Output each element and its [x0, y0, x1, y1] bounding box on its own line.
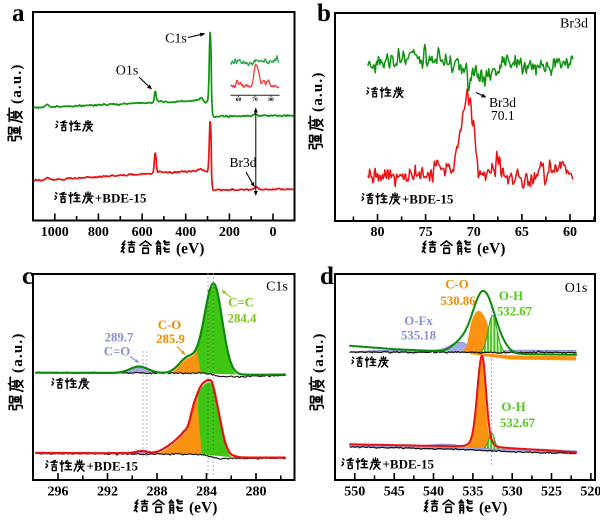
svg-text:60: 60 [236, 97, 242, 103]
svg-text:530: 530 [502, 485, 523, 500]
svg-text:(a.u.): (a.u.) [311, 332, 327, 373]
svg-text:280: 280 [246, 485, 267, 500]
svg-text:284: 284 [196, 485, 217, 500]
svg-text:O1s: O1s [116, 64, 139, 79]
svg-text:80: 80 [268, 97, 274, 103]
svg-text:(eV): (eV) [189, 500, 217, 517]
svg-text:400: 400 [175, 225, 196, 240]
svg-text:C=O: C=O [104, 345, 131, 359]
svg-text:O1s: O1s [565, 281, 588, 296]
svg-text:60: 60 [563, 225, 577, 240]
svg-text:1000: 1000 [41, 225, 69, 240]
svg-text:284.4: 284.4 [228, 312, 257, 326]
svg-text:520: 520 [580, 485, 600, 500]
svg-text:O-Fx: O-Fx [404, 314, 433, 328]
svg-text:550: 550 [344, 485, 365, 500]
svg-text:296: 296 [48, 485, 69, 500]
svg-text:292: 292 [97, 485, 118, 500]
svg-text:200: 200 [219, 225, 240, 240]
svg-text:0: 0 [270, 225, 277, 240]
svg-text:540: 540 [423, 485, 444, 500]
svg-text:525: 525 [541, 485, 562, 500]
svg-text:Br3d: Br3d [230, 155, 257, 170]
svg-text:(eV): (eV) [477, 241, 505, 258]
svg-text:532.67: 532.67 [500, 416, 536, 430]
svg-text:65: 65 [515, 225, 529, 240]
svg-text:C1s: C1s [165, 32, 187, 47]
svg-text:Br3d: Br3d [560, 17, 588, 32]
svg-text:+BDE-15: +BDE-15 [95, 191, 147, 206]
svg-text:+BDE-15: +BDE-15 [402, 192, 454, 207]
svg-text:(a.u.): (a.u.) [310, 71, 326, 112]
svg-text:C-O: C-O [445, 278, 469, 292]
svg-text:C-O: C-O [158, 318, 182, 332]
svg-text:545: 545 [384, 485, 405, 500]
svg-text:b: b [317, 0, 331, 27]
svg-text:(eV): (eV) [176, 241, 204, 258]
svg-text:535: 535 [462, 485, 483, 500]
svg-text:800: 800 [88, 225, 109, 240]
svg-text:285.9: 285.9 [156, 332, 185, 346]
svg-text:C1s: C1s [266, 280, 288, 295]
svg-text:C=C: C=C [228, 296, 254, 310]
svg-text:(a.u.): (a.u.) [9, 63, 25, 104]
svg-text:70: 70 [252, 97, 258, 103]
svg-text:535.18: 535.18 [401, 329, 436, 343]
svg-text:(a.u.): (a.u.) [10, 332, 26, 373]
svg-text:+BDE-15: +BDE-15 [383, 457, 435, 472]
svg-text:70: 70 [467, 225, 481, 240]
svg-text:70.1: 70.1 [491, 108, 515, 123]
svg-text:Br3d: Br3d [489, 95, 516, 110]
svg-text:75: 75 [419, 225, 433, 240]
svg-text:530.86: 530.86 [440, 294, 476, 308]
svg-text:80: 80 [371, 225, 385, 240]
svg-text:O-H: O-H [501, 400, 525, 414]
svg-text:(eV): (eV) [479, 500, 507, 517]
svg-text:288: 288 [147, 485, 168, 500]
svg-text:d: d [320, 263, 334, 290]
svg-text:+BDE-15: +BDE-15 [87, 459, 139, 474]
svg-text:a: a [12, 0, 25, 27]
svg-text:O-H: O-H [499, 289, 523, 303]
svg-text:532.67: 532.67 [497, 305, 533, 319]
svg-text:c: c [22, 263, 33, 290]
svg-text:289.7: 289.7 [105, 331, 134, 345]
svg-text:600: 600 [132, 225, 153, 240]
